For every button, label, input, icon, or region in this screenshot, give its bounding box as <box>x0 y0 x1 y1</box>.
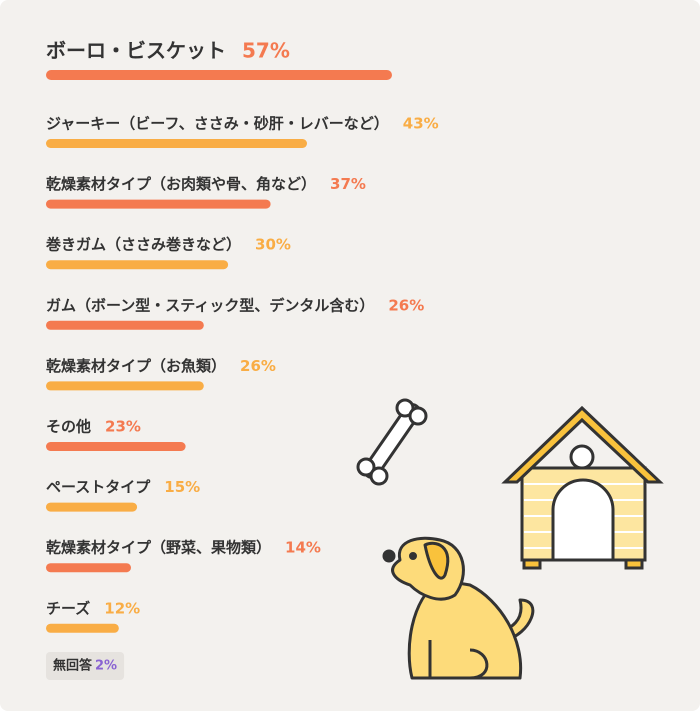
category-label: チーズ <box>46 599 90 617</box>
dog-illustration <box>382 536 535 680</box>
bar <box>46 139 308 148</box>
doghouse-illustration <box>501 405 664 570</box>
no-answer-badge <box>46 652 125 680</box>
category-label: ガム（ボーン型・スティック型、デンタル含む） <box>46 296 374 314</box>
value-label: 26% <box>388 296 424 314</box>
bar <box>46 260 229 270</box>
value-label: 57% <box>242 39 290 63</box>
value-label: 23% <box>105 418 141 436</box>
value-label: 37% <box>330 175 366 193</box>
value-label: 30% <box>255 236 291 254</box>
bar <box>46 320 204 330</box>
category-label: 乾燥素材タイプ（お肉類や骨、角など） <box>46 175 316 193</box>
category-label: ボーロ・ビスケット <box>46 39 226 63</box>
category-label: ペーストタイプ <box>46 478 151 496</box>
category-label: 乾燥素材タイプ（お魚類） <box>46 357 226 375</box>
category-label: 巻きガム（ささみ巻きなど） <box>45 236 241 254</box>
category-label: 乾燥素材タイプ（野菜、果物類） <box>46 539 271 557</box>
value-label: 12% <box>104 599 140 617</box>
value-label: 15% <box>164 478 200 496</box>
bar <box>46 502 138 512</box>
category-label: その他 <box>46 418 91 436</box>
value-label: 14% <box>285 539 321 557</box>
value-label: 43% <box>403 115 439 133</box>
no-answer-value: 2% <box>95 659 117 674</box>
bar <box>46 199 271 209</box>
bar <box>46 563 131 573</box>
bone-illustration <box>356 398 428 486</box>
category-label: ジャーキー（ビーフ、ささみ・砂肝・レバーなど） <box>46 115 389 133</box>
bar <box>46 442 186 451</box>
bar <box>46 623 119 633</box>
bar <box>46 70 392 80</box>
no-answer-label: 無回答 <box>53 658 93 674</box>
value-label: 26% <box>240 357 276 375</box>
bar <box>46 381 204 391</box>
